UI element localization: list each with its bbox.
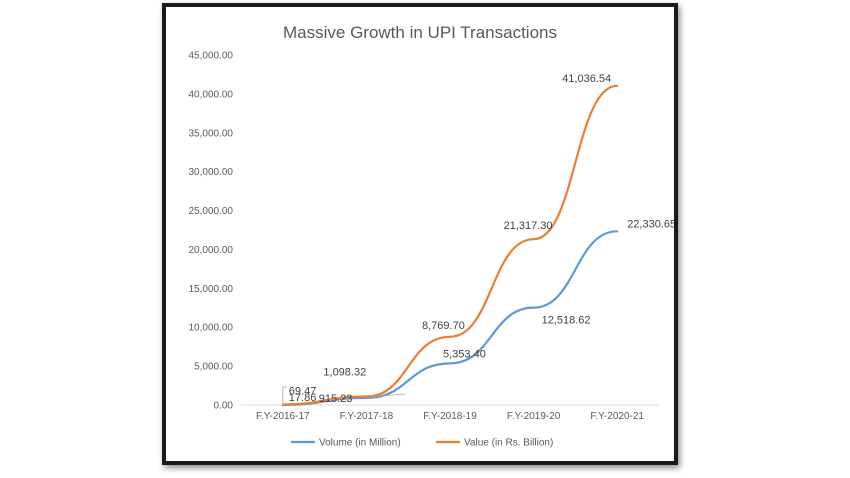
y-tick-label: 25,000.00 (189, 206, 234, 217)
volume-data-label: 22,330.65 (627, 218, 674, 230)
volume-series-line (281, 230, 619, 406)
y-axis: 0.00 5,000.00 10,000.00 15,000.00 20,000.00 2… (189, 51, 234, 412)
volume-data-label: 5,353.40 (443, 348, 486, 360)
series-lines (281, 84, 619, 406)
volume-data-label: 12,518.62 (542, 315, 591, 327)
value-data-label: 41,036.54 (562, 73, 611, 85)
legend-value: Value (in Rs. Billion) (464, 438, 553, 449)
legend: Volume (in Million) Value (in Rs. Billion… (291, 438, 553, 449)
y-tick-label: 0.00 (214, 401, 234, 412)
y-tick-label: 20,000.00 (189, 245, 234, 256)
y-tick-label: 40,000.00 (189, 89, 234, 100)
y-tick-label: 15,000.00 (189, 284, 234, 295)
data-labels: 17.86 915.23 5,353.40 12,518.62 22,330.65 69.… (282, 73, 674, 405)
y-tick-label: 45,000.00 (189, 51, 234, 62)
y-tick-label: 35,000.00 (189, 128, 234, 139)
value-data-label: 69.47 (289, 385, 317, 397)
leader-line (282, 386, 287, 403)
x-tick-label: F.Y-2020-21 (590, 411, 644, 422)
value-series-line (281, 84, 619, 406)
x-tick-label: F.Y-2019-20 (507, 411, 561, 422)
x-axis: F.Y-2016-17 F.Y-2017-18 F.Y-2018-19 F.Y-201… (241, 404, 659, 422)
value-data-label: 1,098.32 (323, 366, 366, 378)
value-data-label: 21,317.30 (504, 220, 553, 232)
legend-volume: Volume (in Million) (319, 438, 401, 449)
value-data-label: 8,769.70 (422, 320, 465, 332)
y-tick-label: 30,000.00 (189, 167, 234, 178)
x-tick-label: F.Y-2016-17 (256, 411, 310, 422)
chart-title: Massive Growth in UPI Transactions (283, 23, 557, 42)
leader-line (370, 393, 407, 398)
x-tick-label: F.Y-2017-18 (340, 411, 394, 422)
y-tick-label: 5,000.00 (194, 362, 233, 373)
volume-data-label: 915.23 (319, 393, 353, 405)
x-tick-label: F.Y-2018-19 (423, 411, 477, 422)
volume-data-label: 17.86 (289, 392, 317, 404)
line-chart: Massive Growth in UPI Transactions 0.00 5… (189, 23, 675, 449)
chart-frame: Massive Growth in UPI Transactions 0.00 5… (162, 3, 678, 465)
y-tick-label: 10,000.00 (189, 323, 234, 334)
